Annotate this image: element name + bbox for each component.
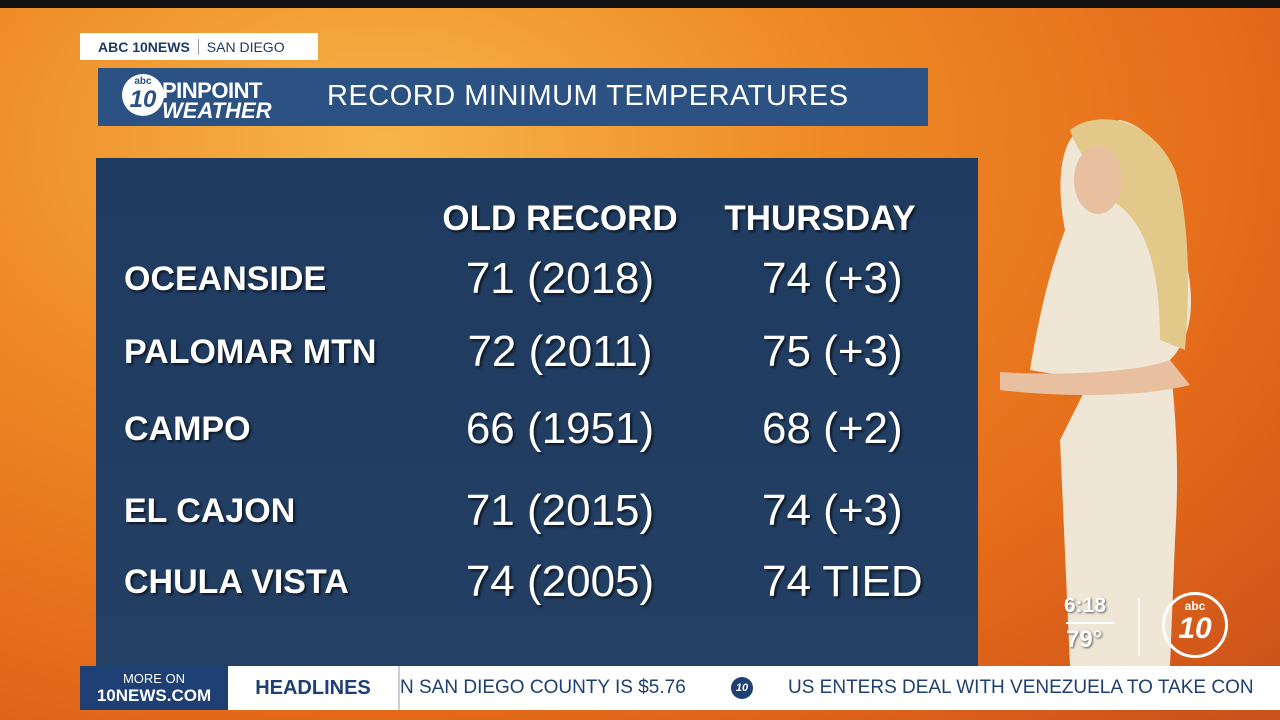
temperature: 79°	[1066, 626, 1103, 653]
row-label: OCEANSIDE	[124, 260, 327, 298]
old-record: 71 (2018)	[465, 254, 655, 303]
old-record: 72 (2011)	[467, 327, 653, 376]
top-strip	[0, 0, 1280, 8]
station-logo: abc 10	[1162, 592, 1228, 658]
thursday-value: 68 (+2)	[762, 404, 903, 453]
row-label: EL CAJON	[124, 492, 296, 530]
old-record: 74 (2005)	[465, 557, 655, 606]
table-panel	[96, 158, 978, 666]
logo-circle: abc 10	[122, 74, 164, 116]
row-label: PALOMAR MTN	[124, 333, 377, 371]
thursday-value: 74 (+3)	[762, 254, 903, 303]
column-header: THURSDAY	[724, 199, 916, 238]
divider	[1138, 598, 1140, 656]
more-on[interactable]: MORE ON 10NEWS.COM	[80, 666, 228, 710]
logo-abc: abc	[134, 76, 152, 87]
ticker: N SAN DIEGO COUNTY IS $5.76 10 US ENTERS…	[400, 666, 1280, 710]
city: SAN DIEGO	[206, 38, 285, 55]
logo-abc: abc	[1184, 599, 1206, 613]
row-label: CHULA VISTA	[124, 563, 349, 601]
brand-bottom: WEATHER	[162, 98, 272, 123]
brand-top: PINPOINT	[162, 78, 262, 103]
presenter-face	[1074, 146, 1122, 214]
thursday-value: 75 (+3)	[762, 327, 903, 376]
thursday-value: 74 TIED	[762, 557, 923, 606]
old-record: 71 (2015)	[465, 486, 655, 535]
ticker-separator: 10	[731, 677, 753, 699]
presenter-arm	[1000, 360, 1190, 395]
title: RECORD MINIMUM TEMPERATURES	[327, 80, 849, 112]
thursday-value: 74 (+3)	[762, 486, 903, 535]
network: ABC 10NEWS	[80, 38, 199, 55]
ticker-item: N SAN DIEGO COUNTY IS $5.76	[400, 677, 686, 698]
logo-ten: 10	[1178, 612, 1212, 645]
more-on-label: MORE ON	[122, 671, 186, 686]
divider	[1066, 622, 1114, 624]
row-label: CAMPO	[124, 410, 251, 448]
site: 10NEWS.COM	[96, 686, 212, 705]
presenter	[1000, 119, 1191, 666]
ticker-item: US ENTERS DEAL WITH VENEZUELA TO TAKE CO…	[788, 677, 1254, 698]
title-bar	[98, 68, 928, 126]
column-header: OLD RECORD	[442, 199, 678, 238]
station-tag: ABC 10NEWS SAN DIEGO	[80, 33, 318, 60]
old-record: 66 (1951)	[465, 404, 655, 453]
logo-ten: 10	[129, 86, 157, 113]
time: 6:18	[1064, 594, 1107, 617]
headlines-label: HEADLINES	[228, 666, 400, 710]
